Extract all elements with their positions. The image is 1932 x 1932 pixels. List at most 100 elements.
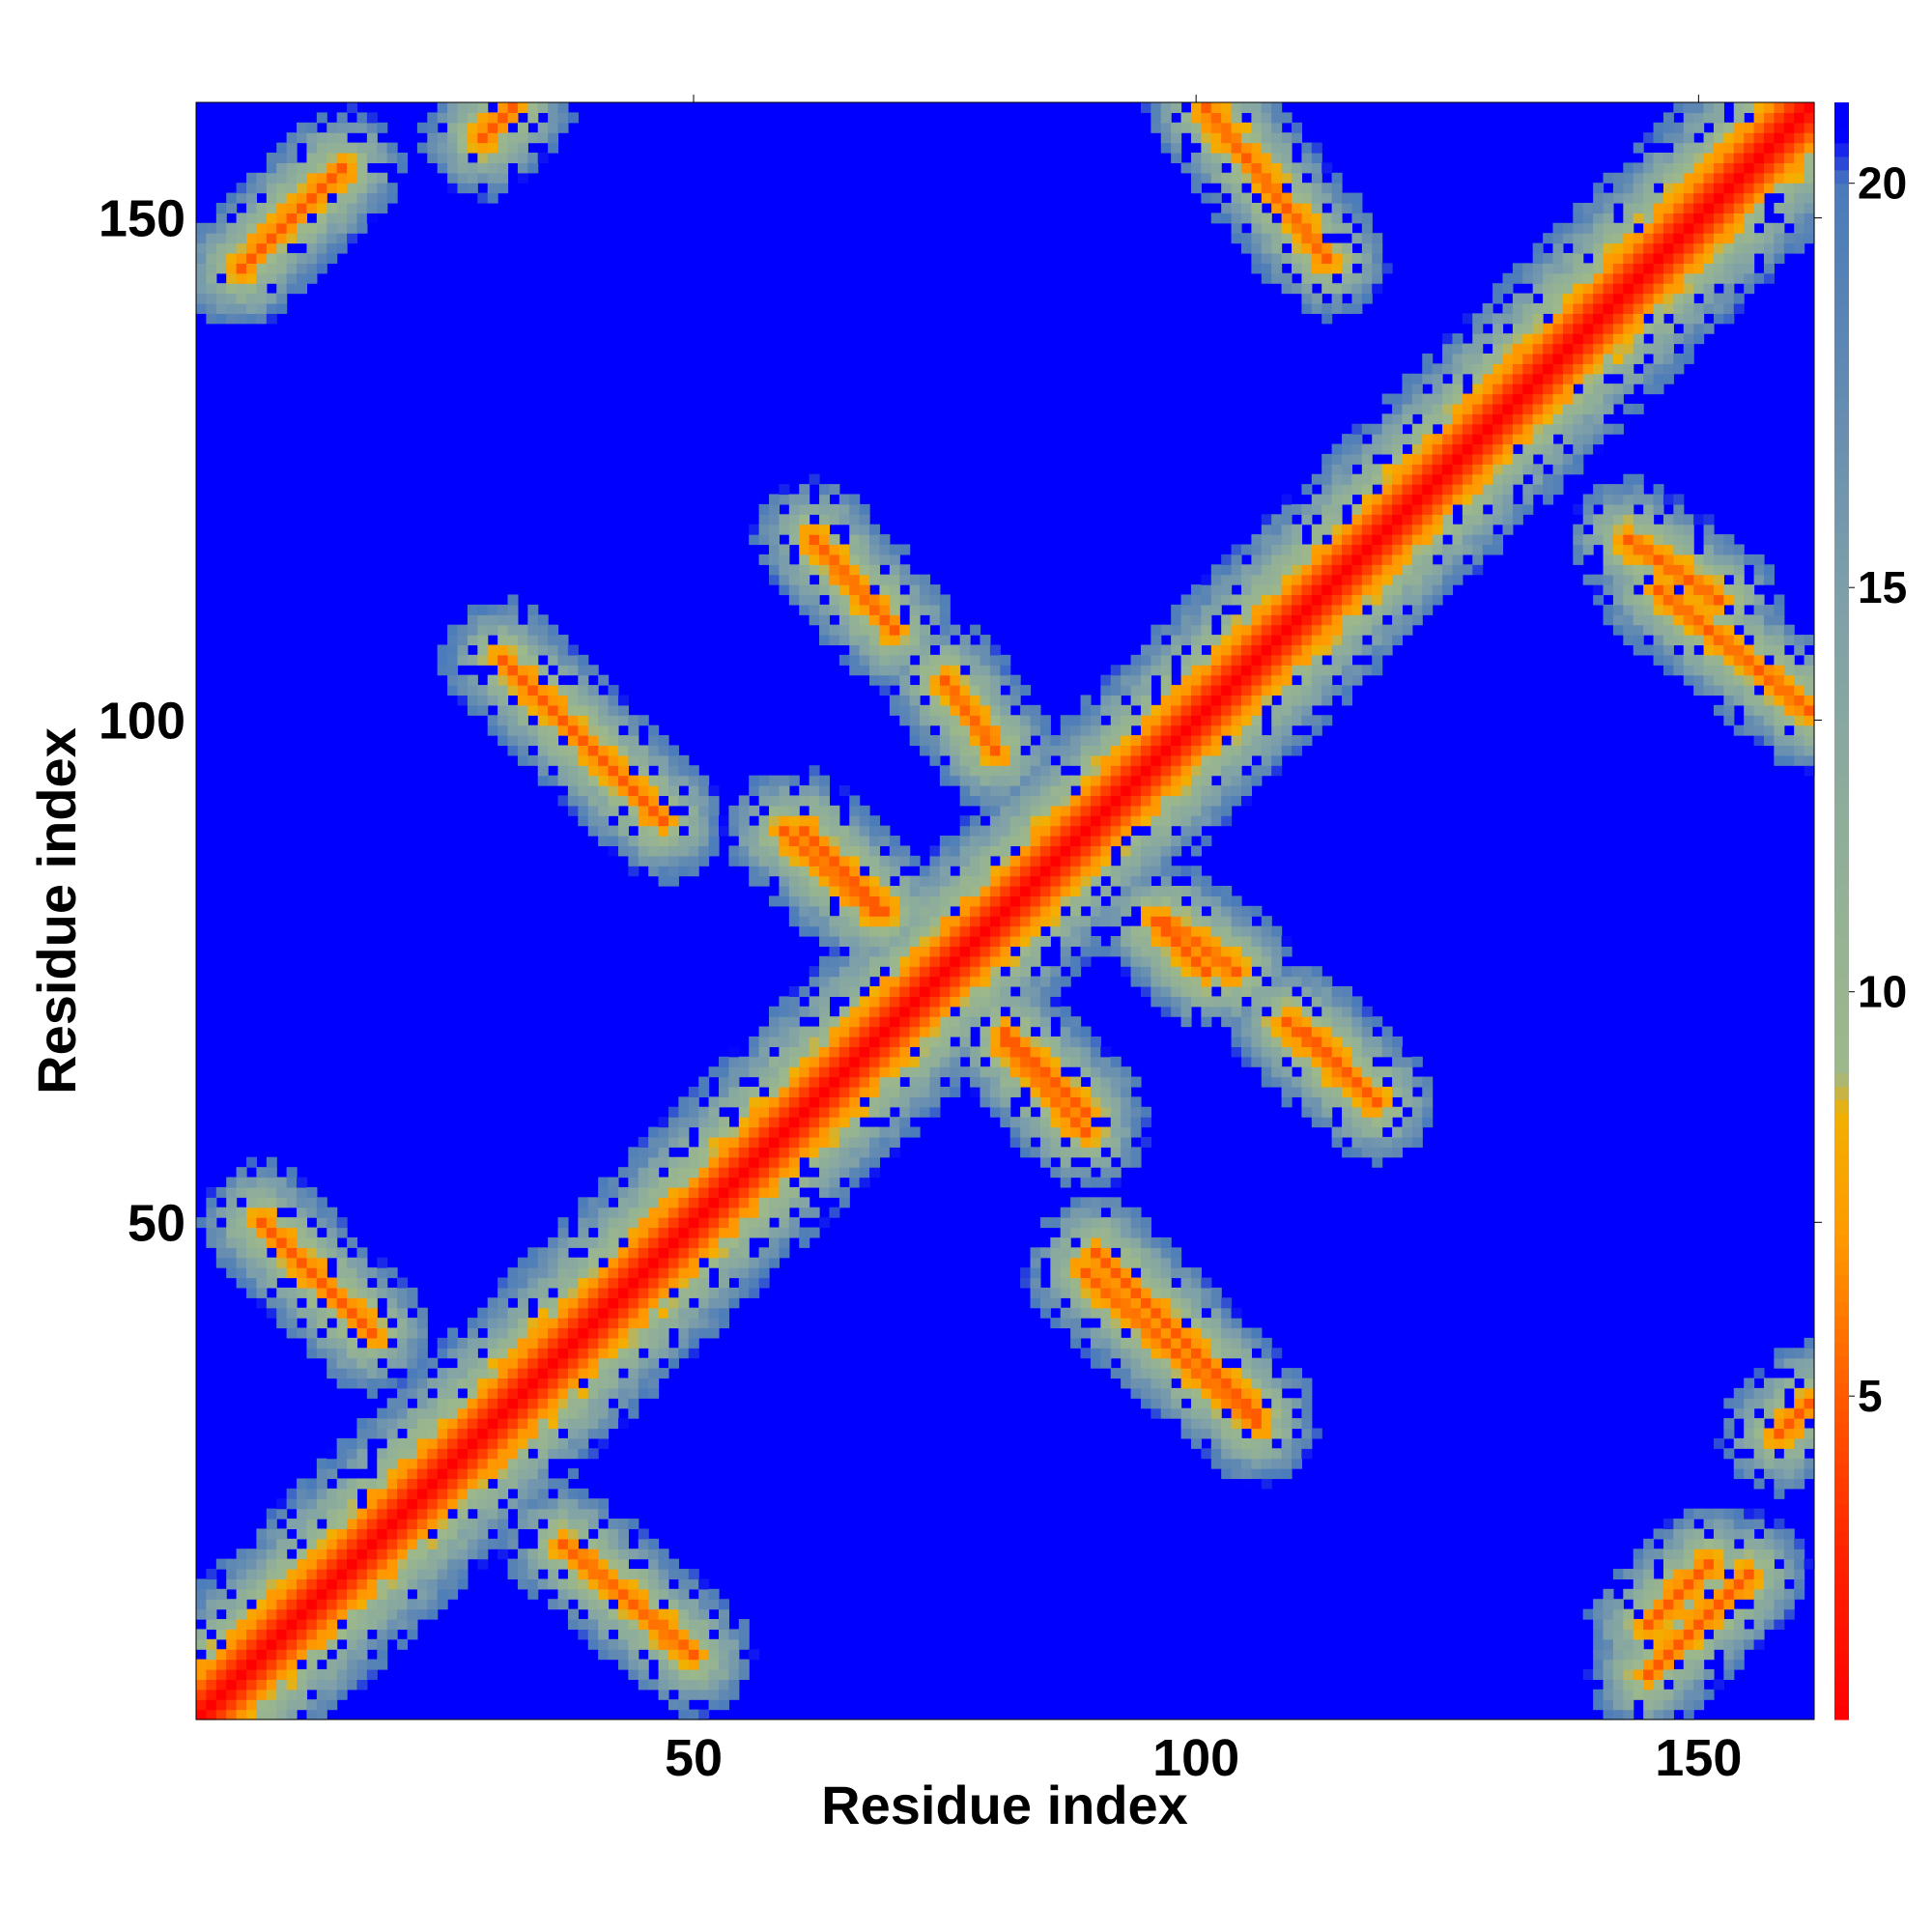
- heatmap-cell: [698, 1619, 710, 1631]
- heatmap-cell: [1240, 1378, 1252, 1389]
- heatmap-cell: [929, 855, 941, 867]
- heatmap-cell: [397, 1307, 409, 1319]
- heatmap-cell: [769, 1126, 781, 1138]
- heatmap-cell: [1201, 1318, 1212, 1329]
- heatmap-cell: [1221, 775, 1233, 786]
- heatmap-cell: [929, 594, 941, 606]
- heatmap-cell: [1231, 1368, 1242, 1379]
- heatmap-cell: [487, 142, 498, 154]
- heatmap-cell: [728, 1147, 740, 1158]
- heatmap-cell: [306, 142, 318, 154]
- heatmap-cell: [1210, 635, 1222, 646]
- heatmap-cell: [1180, 1378, 1192, 1389]
- heatmap-cell: [1210, 905, 1222, 917]
- heatmap-cell: [497, 1297, 509, 1309]
- heatmap-cell: [487, 654, 498, 666]
- heatmap-cell: [980, 795, 991, 807]
- heatmap-cell: [838, 1076, 850, 1088]
- heatmap-cell: [849, 1136, 861, 1148]
- heatmap-cell: [859, 554, 870, 565]
- heatmap-cell: [819, 886, 831, 897]
- heatmap-cell: [297, 283, 308, 295]
- heatmap-cell: [366, 1287, 378, 1298]
- heatmap-cell: [507, 1569, 519, 1580]
- heatmap-cell: [1251, 1357, 1263, 1369]
- heatmap-cell: [1080, 1307, 1092, 1319]
- heatmap-cell: [668, 765, 679, 777]
- heatmap-cell: [548, 1327, 559, 1339]
- heatmap-cell: [698, 1156, 710, 1168]
- heatmap-cell: [1130, 674, 1142, 686]
- heatmap-cell: [1030, 895, 1041, 907]
- heatmap-cell: [1080, 1287, 1092, 1298]
- heatmap-cell: [416, 1488, 428, 1499]
- heatmap-cell: [1050, 775, 1062, 786]
- heatmap-cell: [487, 132, 498, 144]
- heatmap-cell: [869, 1066, 881, 1078]
- heatmap-cell: [920, 985, 931, 997]
- heatmap-cell: [1090, 946, 1101, 957]
- heatmap-cell: [487, 1468, 498, 1480]
- heatmap-cell: [306, 1569, 318, 1580]
- heatmap-cell: [507, 1307, 519, 1319]
- heatmap-cell: [628, 795, 639, 807]
- heatmap-cell: [648, 1578, 660, 1590]
- heatmap-cell: [788, 815, 800, 827]
- heatmap-cell: [246, 272, 258, 284]
- heatmap-cell: [939, 614, 951, 626]
- heatmap-cell: [517, 1448, 528, 1460]
- heatmap-cell: [769, 1197, 781, 1208]
- heatmap-cell: [779, 564, 790, 576]
- heatmap-cell: [728, 1649, 740, 1661]
- heatmap-cell: [1160, 132, 1172, 144]
- heatmap-cell: [578, 1599, 589, 1610]
- heatmap-cell: [1231, 966, 1242, 978]
- heatmap-cell: [236, 1247, 247, 1259]
- heatmap-cell: [889, 1046, 900, 1058]
- heatmap-cell: [567, 1337, 579, 1349]
- heatmap-cell: [407, 1418, 418, 1430]
- heatmap-cell: [939, 735, 951, 747]
- heatmap-cell: [1000, 855, 1011, 867]
- heatmap-cell: [909, 584, 921, 596]
- heatmap-cell: [507, 1407, 519, 1419]
- heatmap-cell: [698, 1608, 710, 1620]
- heatmap-cell: [215, 1689, 227, 1700]
- heatmap-cell: [437, 1478, 448, 1490]
- heatmap-cell: [386, 1538, 398, 1549]
- heatmap-cell: [226, 242, 238, 254]
- heatmap-cell: [1130, 1156, 1142, 1168]
- heatmap-cell: [869, 564, 881, 576]
- heatmap-cell: [1121, 845, 1132, 857]
- heatmap-cell: [608, 1548, 619, 1560]
- heatmap-cell: [1000, 1076, 1011, 1088]
- heatmap-cell: [799, 1036, 810, 1047]
- heatmap-cell: [1201, 966, 1212, 978]
- heatmap-cell: [959, 674, 971, 686]
- heatmap-cell: [1221, 996, 1233, 1008]
- heatmap-cell: [1160, 1277, 1172, 1289]
- heatmap-cell: [1190, 122, 1202, 133]
- heatmap-cell: [246, 192, 258, 204]
- heatmap-cell: [1080, 805, 1092, 816]
- heatmap-cell: [1080, 815, 1092, 827]
- heatmap-cell: [437, 1538, 448, 1549]
- heatmap-cell: [819, 1106, 831, 1118]
- heatmap-cell: [1070, 1167, 1082, 1179]
- heatmap-cell: [497, 183, 509, 194]
- heatmap-cell: [970, 754, 981, 766]
- heatmap-cell: [1009, 674, 1021, 686]
- heatmap-cell: [256, 1578, 268, 1590]
- heatmap-cell: [779, 484, 790, 496]
- heatmap-cell: [1090, 735, 1101, 747]
- heatmap-cell: [869, 1076, 881, 1088]
- heatmap-cell: [297, 1679, 308, 1690]
- heatmap-cell: [377, 1267, 388, 1279]
- heatmap-cell: [427, 1538, 439, 1549]
- heatmap-cell: [1009, 1126, 1021, 1138]
- heatmap-cell: [477, 1488, 489, 1499]
- heatmap-cell: [447, 1387, 459, 1399]
- heatmap-cell: [1009, 836, 1021, 847]
- heatmap-cell: [1030, 1016, 1041, 1028]
- heatmap-cell: [939, 704, 951, 716]
